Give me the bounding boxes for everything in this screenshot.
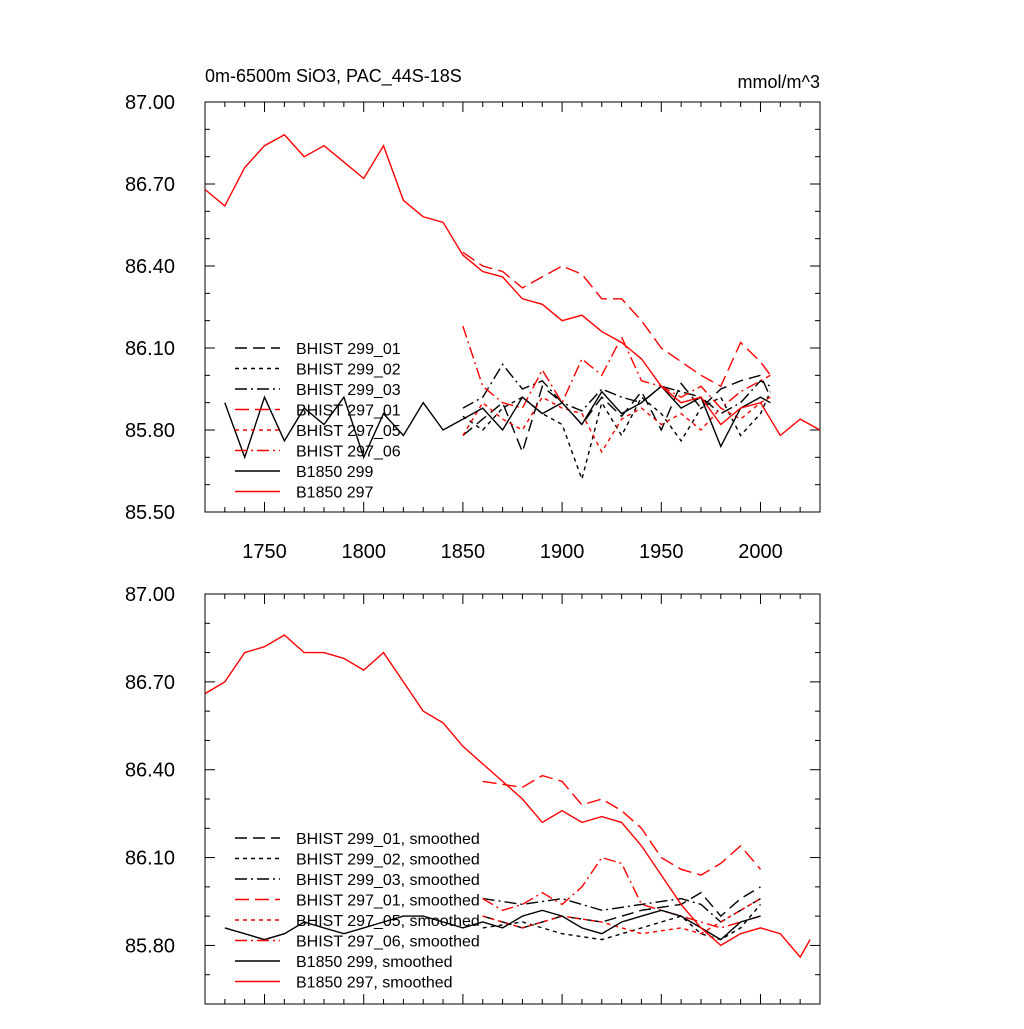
- legend-label: BHIST 299_02, smoothed: [296, 852, 480, 869]
- series-line: [462, 325, 771, 410]
- y-tick-label: 86.70: [125, 672, 175, 694]
- series-line: [482, 897, 761, 923]
- y-tick-label: 86.40: [125, 760, 175, 782]
- y-tick-label: 86.70: [125, 174, 175, 196]
- y-tick-label: 85.80: [125, 935, 175, 957]
- x-tick-label: 1800: [341, 541, 386, 563]
- legend-label: BHIST 299_02: [296, 362, 401, 379]
- series-line: [205, 133, 820, 437]
- series-line: [462, 374, 772, 455]
- series-line: [205, 634, 811, 959]
- legend-label: BHIST 299_03: [296, 382, 401, 399]
- legend-label: BHIST 297_05, smoothed: [296, 913, 480, 930]
- y-tick-label: 87.00: [125, 92, 175, 114]
- chart-title: 0m-6500m SiO3, PAC_44S-18S: [205, 66, 462, 87]
- series-line: [224, 385, 771, 460]
- legend-label: B1850 297, smoothed: [296, 975, 453, 992]
- legend-label: BHIST 297_01: [296, 403, 401, 420]
- series-line: [482, 774, 762, 876]
- series-line: [482, 886, 761, 929]
- x-tick-label: 1750: [242, 541, 287, 563]
- x-tick-label: 1950: [639, 541, 684, 563]
- series-line: [462, 251, 771, 388]
- y-tick-label: 87.00: [125, 584, 175, 606]
- x-tick-label: 1900: [540, 541, 585, 563]
- x-tick-label: 2000: [738, 541, 783, 563]
- bottom-panel: 85.80 86.10 86.40 86.70 87.00 BHIST 299_01, s…: [125, 584, 821, 1005]
- legend-label: BHIST 297_06, smoothed: [296, 934, 480, 951]
- series-line: [462, 396, 771, 454]
- legend-label: BHIST 299_01: [296, 341, 401, 358]
- y-tick-label: 85.80: [125, 420, 175, 442]
- plot-frame: [204, 101, 821, 513]
- legend-label: BHIST 299_01, smoothed: [296, 831, 480, 848]
- x-tick-label: 1850: [441, 541, 486, 563]
- y-tick-label: 86.10: [125, 338, 175, 360]
- legend-label: BHIST 299_03, smoothed: [296, 872, 480, 889]
- legend-label: BHIST 297_05: [296, 423, 401, 440]
- legend-label: BHIST 297_06: [296, 444, 401, 461]
- legend-label: B1850 299, smoothed: [296, 954, 453, 971]
- top-panel: 85.50 85.80 86.10 86.40 86.70 87.00 1750 1800 18…: [125, 92, 821, 563]
- legend-label: B1850 299: [296, 464, 374, 481]
- y-tick-label: 86.40: [125, 256, 175, 278]
- chart-units: mmol/m^3: [738, 72, 820, 92]
- y-tick-label: 85.50: [125, 502, 175, 524]
- series-line: [482, 856, 761, 929]
- series-line: [224, 909, 761, 941]
- legend-label: BHIST 297_01, smoothed: [296, 893, 480, 910]
- series-line: [482, 897, 761, 935]
- legend-label: B1850 297: [296, 485, 374, 502]
- series-line: [462, 363, 771, 415]
- y-tick-label: 86.10: [125, 848, 175, 870]
